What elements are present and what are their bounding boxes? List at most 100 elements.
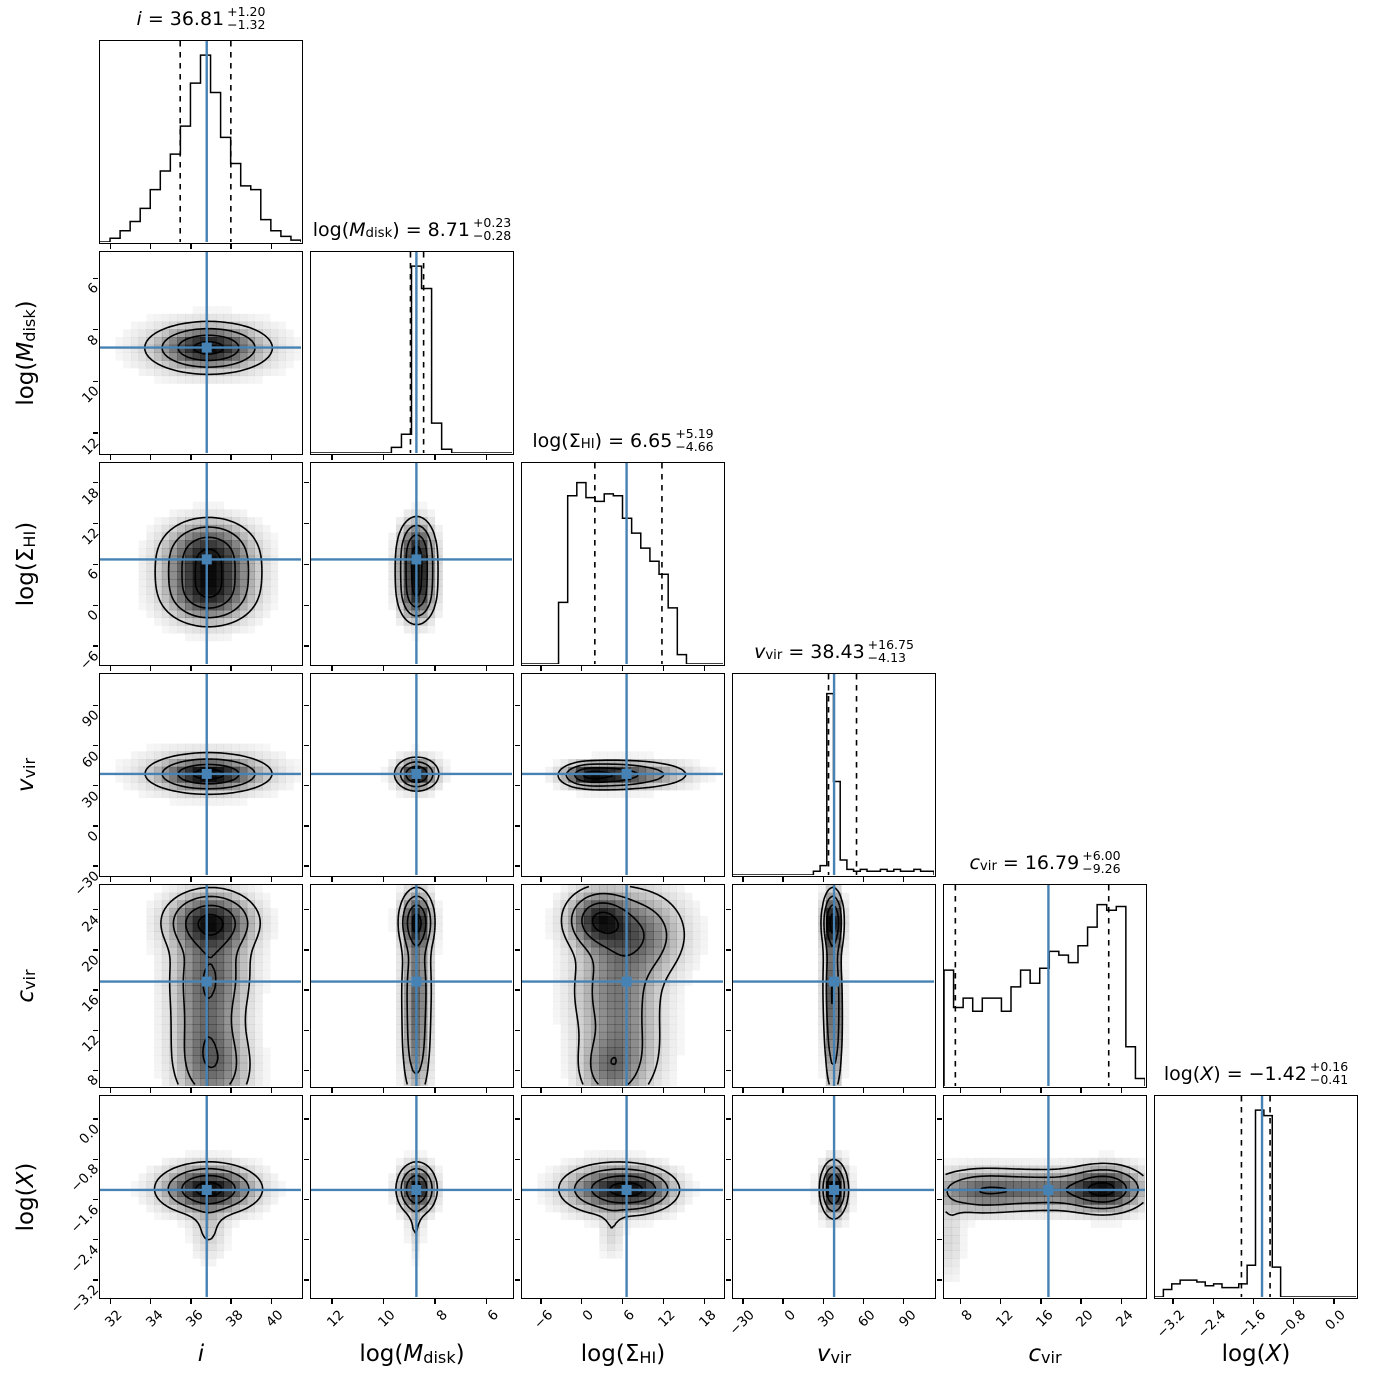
title-median-value: 38.43 [810,641,865,663]
x-tick-mark [662,1088,665,1093]
label-segment: c [1028,1341,1042,1367]
hist-panel-cvir [943,884,1147,1088]
histogram-canvas [100,41,301,242]
x-tick-mark [150,1088,152,1093]
y-tick-label-logX: −2.4 [67,1241,103,1277]
label-segment: log( [1163,1063,1201,1085]
y-tick-mark [515,744,520,747]
label-segment: M [403,1341,424,1367]
x-tick-mark [782,1299,784,1304]
y-tick-mark [93,604,98,606]
x-tick-mark [581,877,583,882]
label-segment: disk [365,225,393,241]
y-tick-mark [726,1158,731,1160]
x-tick-mark [382,1299,385,1304]
x-tick-mark [270,877,273,882]
x-tick-label-i: 36 [182,1307,207,1331]
x-tick-mark [782,1088,784,1093]
x-tick-mark [270,1299,273,1304]
y-tick-mark [93,744,98,747]
density-panel-vvir-vs-logMdisk [310,673,514,877]
density-canvas [100,674,301,875]
density-canvas [311,463,512,664]
density-canvas [311,674,512,875]
y-tick-mark [515,1118,520,1120]
equals-sign: = [405,219,422,241]
density-canvas [311,885,512,1086]
label-segment: log( [580,1341,625,1367]
y-tick-mark [726,989,731,991]
x-tick-mark [486,1088,488,1093]
y-tick-mark [304,989,309,991]
x-tick-label-i: 40 [263,1307,287,1331]
x-tick-label-logX: 0.0 [1322,1307,1350,1334]
x-tick-label-logSigmaHI: 0 [579,1307,598,1325]
y-tick-mark [304,481,309,484]
x-axis-title-i: i [99,1336,303,1372]
minus-error: −0.41 [1309,1072,1349,1087]
y-tick-mark [304,1069,309,1072]
label-segment: i [197,1341,205,1367]
minus-error: −9.26 [1082,861,1121,876]
x-tick-mark [486,455,488,460]
label-segment: ) [13,521,39,531]
equals-sign: = [1002,852,1019,874]
hist-panel-logSigmaHI [521,462,725,666]
y-tick-mark [93,1279,98,1281]
x-tick-mark [703,666,706,671]
x-tick-mark [382,455,385,460]
x-tick-mark [331,1299,333,1304]
x-tick-mark [540,1299,542,1304]
plus-error: +5.19 [675,425,714,441]
plus-error: +0.16 [1309,1058,1349,1074]
x-tick-label-i: 34 [142,1307,167,1331]
y-tick-mark [304,1239,309,1241]
x-tick-label-cvir: 12 [992,1307,1017,1331]
label-segment: HI [580,436,595,452]
y-tick-mark [93,1198,98,1201]
density-panel-logSigmaHI-vs-i [99,462,303,666]
label-segment: log( [1221,1341,1266,1367]
x-tick-mark [742,1088,744,1093]
x-tick-mark [621,1088,624,1093]
x-tick-mark [822,1299,824,1304]
label-segment: ) [656,1341,666,1367]
label-segment: c [13,989,39,1003]
x-tick-mark [1000,1299,1002,1304]
x-tick-mark [230,1299,232,1304]
label-segment: Σ [13,547,39,563]
x-tick-mark [190,244,192,249]
y-tick-mark [304,1279,309,1281]
y-tick-mark [304,744,309,747]
x-tick-mark [382,877,385,882]
x-tick-mark [703,1088,706,1093]
density-panel-logSigmaHI-vs-logMdisk [310,462,514,666]
y-axis-title-logX: log(X) [8,1095,44,1299]
hist-panel-i [99,40,303,244]
diag-title-i: i = 36.81 +1.20 −1.32 [31,2,371,36]
x-tick-mark [1040,1299,1042,1304]
x-tick-label-logSigmaHI: 18 [696,1307,720,1331]
x-tick-mark [1120,1299,1123,1304]
title-median-value: 16.79 [1024,852,1080,874]
x-tick-mark [434,666,436,671]
x-tick-mark [150,244,152,249]
x-tick-mark [1080,1088,1082,1093]
x-tick-mark [621,1299,624,1304]
label-segment: log( [532,430,569,452]
density-panel-vvir-vs-logSigmaHI [521,673,725,877]
y-tick-mark [304,522,309,525]
x-axis-title-logX: log(X) [1154,1336,1358,1372]
minus-error: −1.32 [227,17,266,32]
x-tick-mark [902,877,905,882]
label-segment: vir [979,858,997,874]
title-uncertainty: +1.20 −1.32 [227,4,266,32]
y-tick-mark [515,1239,520,1241]
x-tick-label-vvir: −30 [726,1307,759,1339]
x-tick-mark [581,1299,583,1304]
x-tick-mark [662,1299,665,1304]
density-panel-cvir-vs-i [99,884,303,1088]
